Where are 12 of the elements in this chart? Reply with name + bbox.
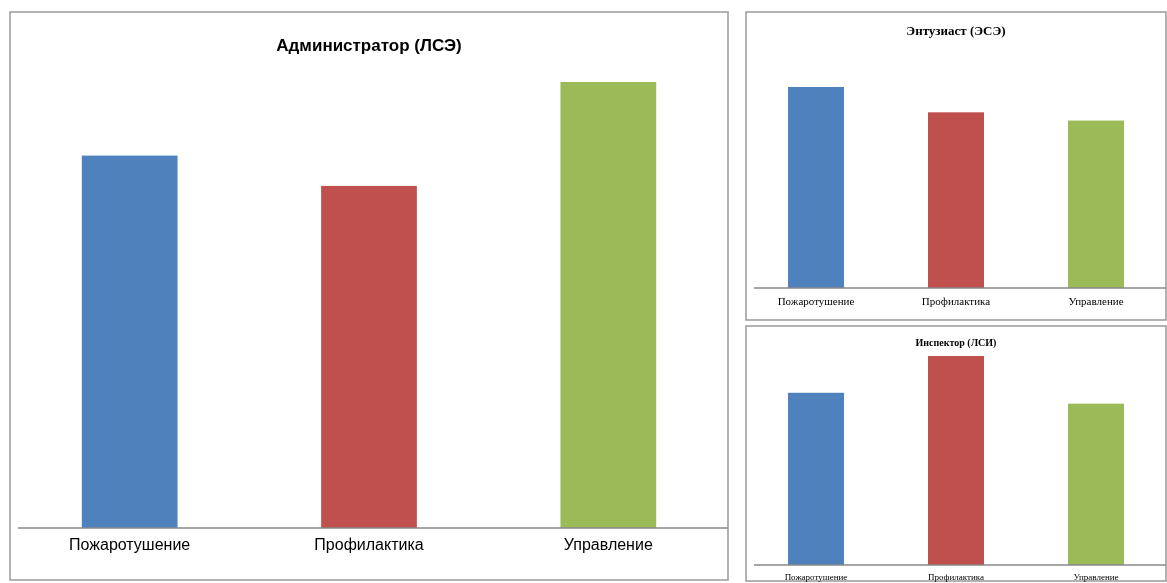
chart-title: Энтузиаст (ЭСЭ) [906, 23, 1006, 38]
x-tick-label: Управление [1068, 295, 1124, 307]
x-tick-label: Пожаротушение [69, 536, 191, 553]
x-tick-label: Управление [563, 536, 653, 553]
x-tick-label: Профилактика [921, 295, 991, 307]
x-tick-label: Профилактика [314, 536, 424, 553]
chart-title: Администратор (ЛСЭ) [276, 36, 462, 55]
x-tick-label: Профилактика [928, 572, 984, 582]
x-tick-label: Управление [1073, 572, 1119, 582]
x-tick-label: Пожаротушение [784, 572, 848, 582]
x-tick-label: Пожаротушение [777, 295, 855, 307]
chart-title: Инспектор (ЛСИ) [915, 337, 997, 349]
